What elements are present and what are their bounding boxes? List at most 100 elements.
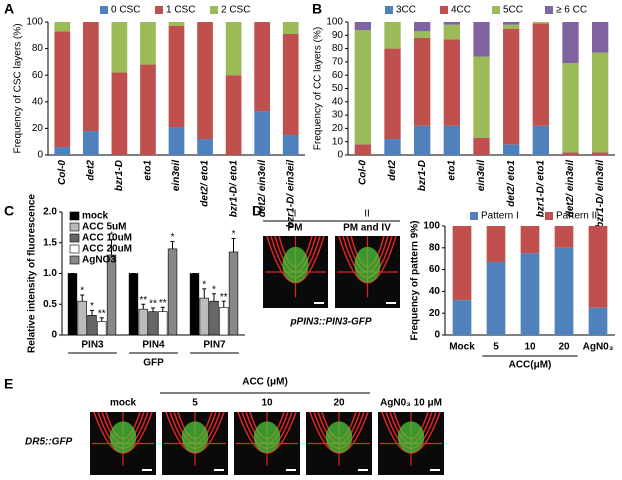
bar-segment [197,22,213,140]
x-tick-label: PIN7 [203,340,226,351]
y-axis-label: Frequency of CSC layers (%) [13,23,24,153]
x-tick-label: Col-0 [357,160,368,185]
x-tick-label: bzr1-D/ eto1 [535,160,546,218]
bar [209,300,219,336]
y-tick-label: 20 [429,308,441,319]
x-tick-label: bzr1-D/ eto1 [228,160,239,218]
y-tick-label: 1.5 [43,237,57,248]
bar [219,307,229,336]
image-header: II [364,209,370,220]
bar-segment [503,144,520,155]
legend-swatch [69,222,80,232]
bar-segment [473,137,490,155]
bar-segment [225,75,242,155]
legend-swatch [210,6,218,14]
bar-segment [588,226,608,308]
legend-label: 1 CSC [166,5,195,16]
x-tick-label: bzr1-D [417,160,428,191]
significance: * [232,229,236,240]
gfp-signal [253,421,281,453]
x-tick-label: Mock [449,342,475,353]
row-label: DR5::GFP [25,437,73,448]
bar [87,315,97,336]
significance: ** [139,295,147,306]
bar-segment [140,64,156,155]
legend-swatch [492,6,500,14]
bar-segment [592,52,609,153]
bar-segment [384,48,401,140]
significance: * [171,232,175,243]
bar [106,254,117,336]
legend-label: 4CC [451,5,471,16]
x-tick-label: Col-0 [57,160,68,185]
bar-segment [486,226,506,262]
bar-segment [554,247,574,335]
bar-segment [111,22,128,73]
image-label: PM and IV [343,223,391,234]
x-tick-label: PIN4 [142,340,165,351]
y-tick-label: 70 [332,57,344,68]
bar-segment [414,37,431,126]
bar-segment [282,135,299,155]
x-tick-label: det2 [387,160,398,181]
legend-label: 5CC [503,5,523,16]
x-tick-label: eto1 [143,160,154,181]
image-label: AgN0₃ 10 μM [380,398,442,409]
y-tick-label: 60 [332,70,344,81]
image-label: 10 [261,398,273,409]
bar-segment [452,226,472,301]
y-tick-label: 90 [332,30,344,41]
bar-segment [532,23,549,126]
bar-segment [54,147,71,155]
y-tick-label: 0 [337,150,343,161]
legend-label: ACC 20uM [82,244,132,255]
bar-segment [562,63,579,153]
y-axis-label: Frequency of CC layers (%) [313,27,324,150]
legend-swatch [470,212,478,220]
significance: * [110,230,114,241]
bar-segment [503,22,520,25]
significance: * [90,301,94,312]
legend-label: Partern II [556,211,597,222]
bar [199,297,209,336]
legend-swatch [100,6,108,14]
legend-label: 3CC [396,5,416,16]
bar [77,300,87,336]
image-label: mock [110,398,137,409]
image-caption: pPIN3::PIN3-GFP [289,317,371,328]
bar-segment [54,31,71,148]
bar [138,308,148,336]
bar-segment [197,139,213,155]
legend-swatch [545,212,553,220]
significance: ** [149,299,157,310]
y-tick-label: 50 [332,83,344,94]
y-axis-label: Relative intensity of fluorescence [27,194,38,353]
bar-segment [443,22,460,25]
bar-segment [354,29,371,145]
bar-segment [554,226,574,248]
x-tick-label: bzr1-D/ ein3eil [595,160,606,228]
legend-swatch [69,255,80,265]
legend-label: ACC 10uM [82,233,132,244]
y-tick-label: 0 [434,330,440,341]
bar [148,311,158,336]
y-tick-label: 2.0 [43,207,57,218]
y-tick-label: 40 [32,96,44,107]
x-tick-label: det2/ ein3eil [257,160,268,217]
group-label: ACC (μM) [242,377,288,388]
y-tick-label: 100 [26,17,43,28]
bar-segment [140,22,156,65]
image-label: PM [288,223,303,234]
gfp-signal [109,421,137,453]
bar-segment [503,24,520,29]
bar-segment [532,22,549,24]
bar-segment [82,131,99,155]
bar-segment [520,253,540,335]
y-tick-label: 10 [332,136,344,147]
image-header: I [294,209,297,220]
gfp-signal [181,421,209,453]
group-label: ACC(μM) [509,360,552,371]
y-tick-label: 30 [332,110,344,121]
legend-swatch [69,233,80,243]
panel-letter: D [252,203,262,219]
